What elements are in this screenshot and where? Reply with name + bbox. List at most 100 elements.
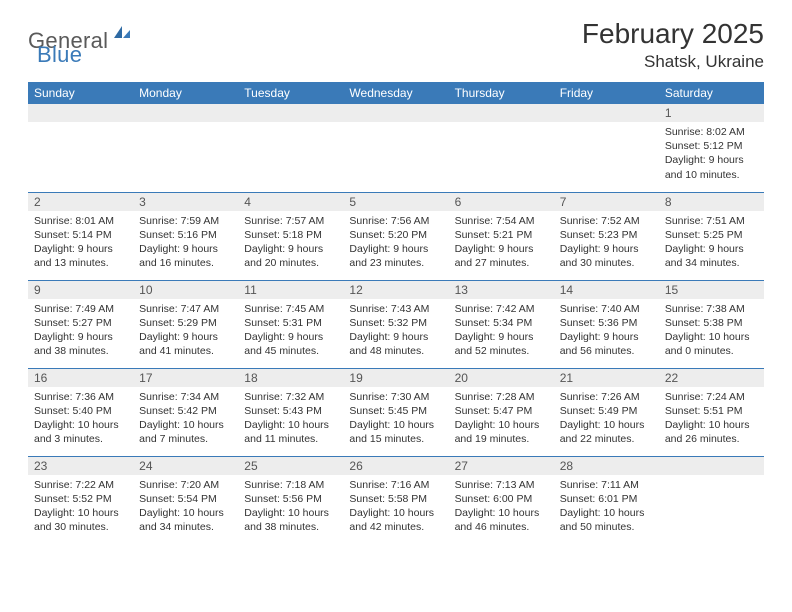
daylight-text: Daylight: 10 hours and 15 minutes. (349, 418, 442, 446)
sunset-text: Sunset: 5:12 PM (665, 139, 758, 153)
sunrise-text: Sunrise: 7:11 AM (560, 478, 653, 492)
day-number: 26 (343, 457, 448, 475)
day-cell: 11Sunrise: 7:45 AMSunset: 5:31 PMDayligh… (238, 280, 343, 368)
day-number: 14 (554, 281, 659, 299)
sunrise-text: Sunrise: 8:01 AM (34, 214, 127, 228)
day-number: 27 (449, 457, 554, 475)
daylight-text: Daylight: 9 hours and 20 minutes. (244, 242, 337, 270)
sunset-text: Sunset: 6:01 PM (560, 492, 653, 506)
sunset-text: Sunset: 5:51 PM (665, 404, 758, 418)
day-cell: 24Sunrise: 7:20 AMSunset: 5:54 PMDayligh… (133, 456, 238, 544)
daylight-text: Daylight: 9 hours and 30 minutes. (560, 242, 653, 270)
day-cell: 4Sunrise: 7:57 AMSunset: 5:18 PMDaylight… (238, 192, 343, 280)
dh-wed: Wednesday (343, 82, 448, 104)
calendar-table: Sunday Monday Tuesday Wednesday Thursday… (28, 82, 764, 544)
day-cell: 25Sunrise: 7:18 AMSunset: 5:56 PMDayligh… (238, 456, 343, 544)
dh-fri: Friday (554, 82, 659, 104)
daylight-text: Daylight: 9 hours and 56 minutes. (560, 330, 653, 358)
daylight-text: Daylight: 9 hours and 41 minutes. (139, 330, 232, 358)
day-details: Sunrise: 7:34 AMSunset: 5:42 PMDaylight:… (133, 387, 238, 451)
week-row: 1Sunrise: 8:02 AMSunset: 5:12 PMDaylight… (28, 104, 764, 192)
sunset-text: Sunset: 5:49 PM (560, 404, 653, 418)
sunrise-text: Sunrise: 7:26 AM (560, 390, 653, 404)
sunrise-text: Sunrise: 7:13 AM (455, 478, 548, 492)
day-number: 7 (554, 193, 659, 211)
sunset-text: Sunset: 5:36 PM (560, 316, 653, 330)
daylight-text: Daylight: 9 hours and 27 minutes. (455, 242, 548, 270)
calendar-page: General February 2025 Shatsk, Ukraine Bl… (0, 0, 792, 554)
day-details: Sunrise: 7:13 AMSunset: 6:00 PMDaylight:… (449, 475, 554, 539)
day-cell: 14Sunrise: 7:40 AMSunset: 5:36 PMDayligh… (554, 280, 659, 368)
day-number: 20 (449, 369, 554, 387)
sunset-text: Sunset: 5:31 PM (244, 316, 337, 330)
day-number: 15 (659, 281, 764, 299)
day-details: Sunrise: 7:30 AMSunset: 5:45 PMDaylight:… (343, 387, 448, 451)
day-cell: 18Sunrise: 7:32 AMSunset: 5:43 PMDayligh… (238, 368, 343, 456)
daylight-text: Daylight: 10 hours and 22 minutes. (560, 418, 653, 446)
sunrise-text: Sunrise: 7:28 AM (455, 390, 548, 404)
sunset-text: Sunset: 5:42 PM (139, 404, 232, 418)
day-number: 8 (659, 193, 764, 211)
dh-mon: Monday (133, 82, 238, 104)
week-row: 16Sunrise: 7:36 AMSunset: 5:40 PMDayligh… (28, 368, 764, 456)
daylight-text: Daylight: 9 hours and 48 minutes. (349, 330, 442, 358)
day-cell: 12Sunrise: 7:43 AMSunset: 5:32 PMDayligh… (343, 280, 448, 368)
day-cell (659, 456, 764, 544)
brand-part2-wrap: Blue (36, 42, 82, 68)
brand-part2: Blue (37, 42, 82, 67)
sunset-text: Sunset: 5:54 PM (139, 492, 232, 506)
day-details: Sunrise: 7:43 AMSunset: 5:32 PMDaylight:… (343, 299, 448, 363)
day-cell (238, 104, 343, 192)
daylight-text: Daylight: 9 hours and 34 minutes. (665, 242, 758, 270)
sunrise-text: Sunrise: 7:18 AM (244, 478, 337, 492)
sunset-text: Sunset: 5:32 PM (349, 316, 442, 330)
sunrise-text: Sunrise: 7:45 AM (244, 302, 337, 316)
day-details: Sunrise: 8:02 AMSunset: 5:12 PMDaylight:… (659, 122, 764, 186)
day-cell: 9Sunrise: 7:49 AMSunset: 5:27 PMDaylight… (28, 280, 133, 368)
location-label: Shatsk, Ukraine (582, 52, 764, 72)
sunrise-text: Sunrise: 7:49 AM (34, 302, 127, 316)
sunset-text: Sunset: 5:56 PM (244, 492, 337, 506)
day-cell: 15Sunrise: 7:38 AMSunset: 5:38 PMDayligh… (659, 280, 764, 368)
day-details: Sunrise: 7:26 AMSunset: 5:49 PMDaylight:… (554, 387, 659, 451)
day-cell: 20Sunrise: 7:28 AMSunset: 5:47 PMDayligh… (449, 368, 554, 456)
sunset-text: Sunset: 5:27 PM (34, 316, 127, 330)
sunset-text: Sunset: 5:43 PM (244, 404, 337, 418)
day-details: Sunrise: 7:47 AMSunset: 5:29 PMDaylight:… (133, 299, 238, 363)
daylight-text: Daylight: 9 hours and 16 minutes. (139, 242, 232, 270)
day-number: 10 (133, 281, 238, 299)
daylight-text: Daylight: 10 hours and 34 minutes. (139, 506, 232, 534)
day-number (659, 457, 764, 475)
day-cell: 13Sunrise: 7:42 AMSunset: 5:34 PMDayligh… (449, 280, 554, 368)
dh-tue: Tuesday (238, 82, 343, 104)
sunset-text: Sunset: 5:25 PM (665, 228, 758, 242)
daylight-text: Daylight: 9 hours and 23 minutes. (349, 242, 442, 270)
day-number: 22 (659, 369, 764, 387)
day-number: 21 (554, 369, 659, 387)
day-cell: 21Sunrise: 7:26 AMSunset: 5:49 PMDayligh… (554, 368, 659, 456)
dh-sat: Saturday (659, 82, 764, 104)
daylight-text: Daylight: 10 hours and 42 minutes. (349, 506, 442, 534)
dh-sun: Sunday (28, 82, 133, 104)
day-cell: 8Sunrise: 7:51 AMSunset: 5:25 PMDaylight… (659, 192, 764, 280)
calendar-body: 1Sunrise: 8:02 AMSunset: 5:12 PMDaylight… (28, 104, 764, 544)
daylight-text: Daylight: 10 hours and 38 minutes. (244, 506, 337, 534)
day-number (238, 104, 343, 122)
day-details: Sunrise: 7:40 AMSunset: 5:36 PMDaylight:… (554, 299, 659, 363)
day-details: Sunrise: 7:18 AMSunset: 5:56 PMDaylight:… (238, 475, 343, 539)
day-details: Sunrise: 7:45 AMSunset: 5:31 PMDaylight:… (238, 299, 343, 363)
day-cell (449, 104, 554, 192)
day-number (554, 104, 659, 122)
day-number: 24 (133, 457, 238, 475)
sail-icon (112, 24, 132, 45)
day-cell: 2Sunrise: 8:01 AMSunset: 5:14 PMDaylight… (28, 192, 133, 280)
sunrise-text: Sunrise: 7:32 AM (244, 390, 337, 404)
day-cell: 5Sunrise: 7:56 AMSunset: 5:20 PMDaylight… (343, 192, 448, 280)
day-cell: 17Sunrise: 7:34 AMSunset: 5:42 PMDayligh… (133, 368, 238, 456)
sunset-text: Sunset: 5:58 PM (349, 492, 442, 506)
day-details: Sunrise: 7:22 AMSunset: 5:52 PMDaylight:… (28, 475, 133, 539)
day-cell: 6Sunrise: 7:54 AMSunset: 5:21 PMDaylight… (449, 192, 554, 280)
day-details: Sunrise: 8:01 AMSunset: 5:14 PMDaylight:… (28, 211, 133, 275)
month-title: February 2025 (582, 18, 764, 50)
day-cell: 27Sunrise: 7:13 AMSunset: 6:00 PMDayligh… (449, 456, 554, 544)
